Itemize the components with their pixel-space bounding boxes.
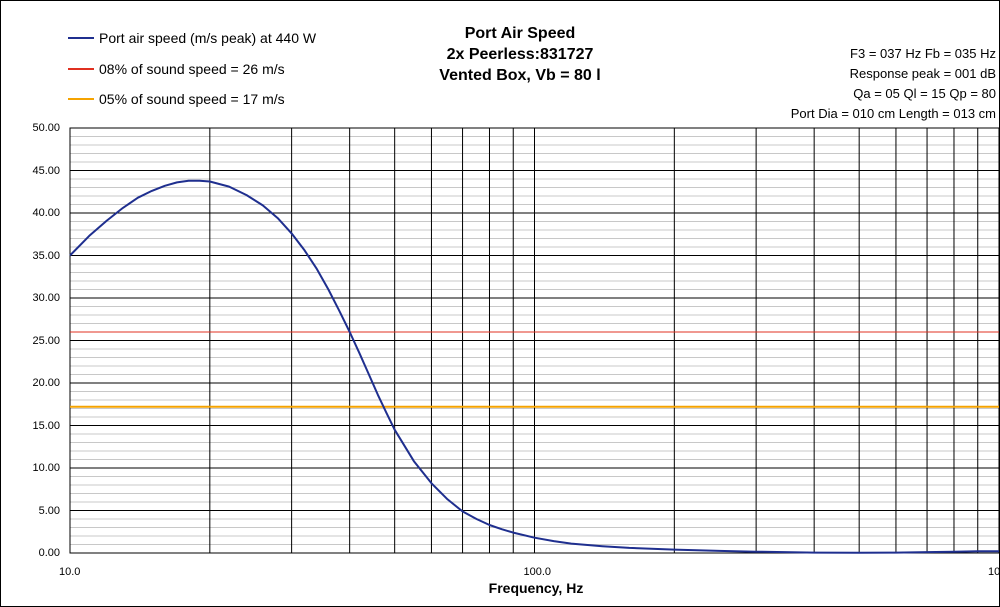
- title-line: Port Air Speed: [464, 25, 576, 42]
- x-tick-label: 100.0: [523, 566, 552, 578]
- y-tick-label: 0.00: [38, 547, 60, 559]
- x-tick-label: 10.0: [59, 566, 81, 578]
- x-axis-title: Frequency, Hz: [488, 580, 584, 596]
- y-tick-label: 30.00: [32, 292, 60, 304]
- legend-swatch-05-percent: [68, 98, 94, 100]
- legend-swatch-port-air-speed: [68, 37, 94, 39]
- y-tick-label: 45.00: [32, 164, 60, 177]
- y-tick-label: 35.00: [32, 249, 60, 262]
- box-parameters: F3 = 037 Hz Fb = 035 Hz Response peak = …: [696, 44, 996, 124]
- subtitle-line: Vented Box, Vb = 80 l: [439, 67, 601, 84]
- y-tick-label: 10.00: [32, 462, 60, 474]
- x-tick-label: 1000.0: [988, 566, 1000, 578]
- legend-swatch-08-percent: [68, 68, 94, 70]
- y-tick-label: 50.00: [32, 122, 60, 134]
- y-tick-label: 25.00: [32, 334, 60, 347]
- series-line-port-air-speed: [69, 179, 999, 554]
- y-tick-label: 15.00: [32, 419, 60, 432]
- info-line: Qa = 05 Ql = 15 Qp = 80: [853, 86, 996, 101]
- info-line: Response peak = 001 dB: [849, 66, 996, 81]
- info-line: F3 = 037 Hz Fb = 035 Hz: [850, 46, 996, 61]
- vertical-gridlines: [209, 128, 979, 553]
- info-line: Port Dia = 010 cm Length = 013 cm: [790, 106, 996, 121]
- plot-border: [69, 127, 1000, 554]
- legend-label: Port air speed (m/s peak) at 440 W: [99, 30, 317, 46]
- legend-label: 08% of sound speed = 26 m/s: [99, 61, 285, 77]
- y-tick-label: 40.00: [32, 207, 60, 219]
- chart-title: Port Air Speed 2x Peerless:831727 Vented…: [370, 23, 670, 86]
- y-tick-label: 5.00: [38, 504, 60, 517]
- y-tick-label: 20.00: [32, 377, 60, 389]
- subtitle-line: 2x Peerless:831727: [446, 46, 594, 63]
- legend-label: 05% of sound speed = 17 m/s: [99, 91, 285, 107]
